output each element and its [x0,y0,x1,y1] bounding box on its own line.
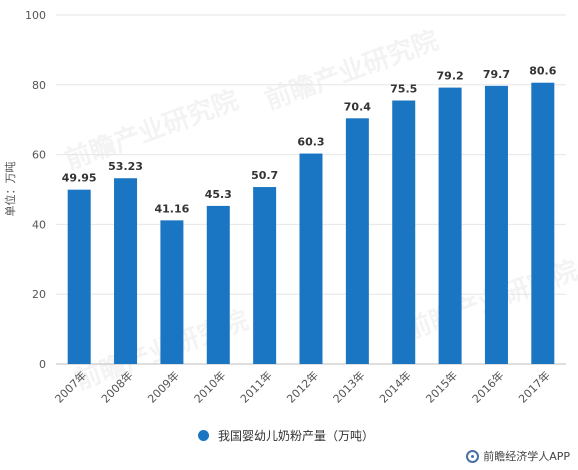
data-label: 49.95 [62,172,97,185]
bar [438,87,462,364]
bar [345,118,369,364]
bar [299,153,323,364]
x-tick-label: 2008年 [98,368,135,405]
data-label: 80.6 [529,65,556,78]
legend-label: 我国婴幼儿奶粉产量（万吨） [218,429,375,443]
data-label: 79.7 [483,68,510,81]
x-tick-label: 2009年 [145,368,182,405]
bars [67,82,555,365]
x-tick-label: 2013年 [330,368,367,405]
bar [67,189,91,364]
data-label: 70.4 [344,100,371,113]
data-label: 50.7 [251,169,278,182]
data-label: 53.23 [108,160,143,173]
bar [114,178,138,364]
x-tick-label: 2014年 [376,368,413,405]
y-tick-label: 40 [32,218,46,231]
y-tick-label: 20 [32,288,46,301]
bar [531,82,555,365]
data-label: 45.3 [205,188,232,201]
bar [484,85,508,365]
x-tick-label: 2010年 [191,368,228,405]
bar [206,205,230,364]
x-tick-label: 2016年 [469,368,506,405]
data-label: 75.5 [390,83,417,96]
y-tick-label: 60 [32,149,46,162]
bar [392,100,416,364]
y-tick-label: 100 [25,9,46,22]
x-axis: 2007年 2008年 2009年 2010年 2011年 2012年 2013年 2014年… [52,368,553,405]
x-tick-label: 2017年 [515,368,552,405]
data-labels: 49.95 53.23 41.16 45.3 50.7 60.3 70.4 75.5 79.2 7… [62,65,557,216]
y-axis: 0 20 40 60 80 100 [25,9,46,371]
x-tick-label: 2011年 [237,368,274,405]
data-label: 41.16 [155,202,190,215]
y-tick-label: 80 [32,79,46,92]
bar [160,220,184,364]
x-tick-label: 2012年 [284,368,321,405]
x-tick-label: 2007年 [52,368,89,405]
bar [253,187,277,364]
y-tick-label: 0 [39,358,46,371]
x-tick-label: 2015年 [423,368,460,405]
qianzhan-logo-icon [466,449,480,463]
legend: 我国婴幼儿奶粉产量（万吨） [198,427,374,444]
source-footer: 前瞻经济学人APP [466,448,570,464]
data-label: 79.2 [437,70,464,83]
y-axis-label: 单位：万吨 [3,162,17,217]
source-text: 前瞻经济学人APP [483,450,570,463]
legend-swatch [198,430,209,441]
data-label: 60.3 [297,136,324,149]
